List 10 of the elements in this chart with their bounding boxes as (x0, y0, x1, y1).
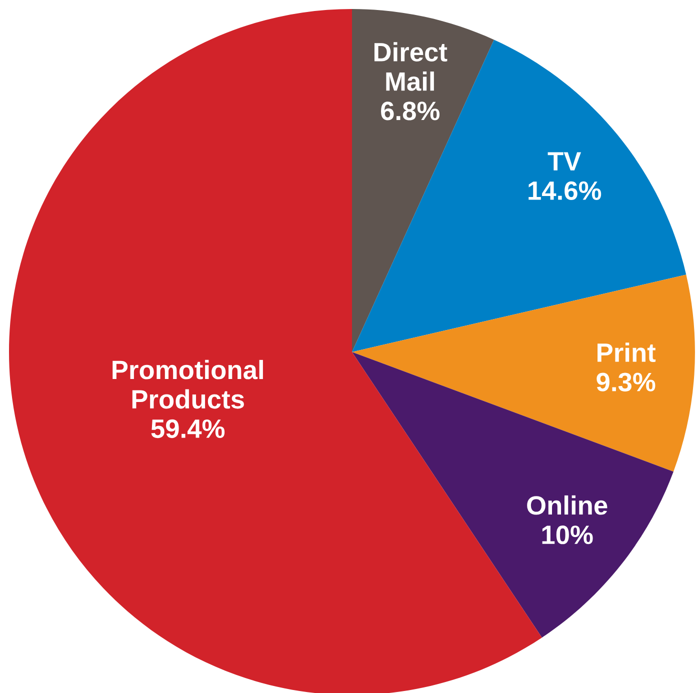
slice-label: Print (598, 342, 656, 362)
data-label: 10% (542, 526, 593, 544)
slice-label: Direct Mail (374, 42, 448, 91)
data-label: 6.8% (381, 102, 440, 120)
data-label: 9.3% (596, 372, 656, 392)
data-label: 14.6% (528, 181, 602, 200)
slice-label: Online (527, 495, 608, 515)
slice-label: TV (548, 152, 582, 170)
data-label: 59.4% (151, 419, 225, 438)
slice-label: Promotional Products (112, 360, 263, 409)
